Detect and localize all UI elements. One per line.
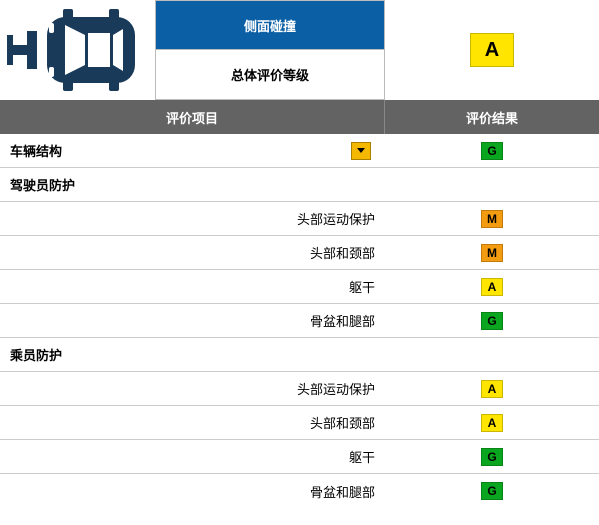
row-label: 骨盆和腿部: [0, 482, 385, 501]
column-header-row: 评价项目 评价结果: [0, 100, 599, 134]
row-label-text: 骨盆和腿部: [310, 311, 375, 330]
col-header-item: 评价项目: [0, 100, 385, 134]
section-row: 乘员防护: [0, 338, 599, 372]
row-result: M: [385, 244, 599, 262]
item-row: 头部运动保护 A: [0, 372, 599, 406]
row-label-text: 驾驶员防护: [10, 175, 75, 194]
section-row: 驾驶员防护: [0, 168, 599, 202]
expand-dropdown-icon[interactable]: [351, 142, 371, 160]
overall-grade-badge: A: [470, 33, 514, 67]
row-label: 驾驶员防护: [0, 175, 385, 194]
item-row: 躯干 A: [0, 270, 599, 304]
item-row: 头部和颈部 M: [0, 236, 599, 270]
row-label-text: 躯干: [349, 277, 375, 296]
grade-badge: G: [481, 448, 503, 466]
row-label-text: 躯干: [349, 447, 375, 466]
grade-badge: G: [481, 142, 503, 160]
header-panel: 侧面碰撞 总体评价等级 A: [0, 0, 599, 100]
grade-badge: G: [481, 482, 503, 500]
row-result: A: [385, 278, 599, 296]
header-labels: 侧面碰撞 总体评价等级: [155, 0, 385, 100]
row-result: M: [385, 210, 599, 228]
grade-badge: A: [481, 278, 503, 296]
row-result: G: [385, 448, 599, 466]
item-row: 车辆结构 G: [0, 134, 599, 168]
row-label: 躯干: [0, 447, 385, 466]
grade-badge: M: [481, 210, 503, 228]
row-label: 骨盆和腿部: [0, 311, 385, 330]
row-label-text: 头部运动保护: [297, 379, 375, 398]
results-table: 车辆结构G驾驶员防护头部运动保护M头部和颈部M躯干A骨盆和腿部G乘员防护头部运动…: [0, 134, 599, 508]
row-label: 头部运动保护: [0, 379, 385, 398]
grade-badge: A: [481, 414, 503, 432]
row-label-text: 骨盆和腿部: [310, 482, 375, 501]
crash-diagram: [0, 0, 155, 100]
row-label: 车辆结构: [0, 141, 385, 160]
row-label-text: 车辆结构: [10, 141, 62, 160]
row-label-text: 头部和颈部: [310, 243, 375, 262]
row-result: G: [385, 142, 599, 160]
row-label-text: 头部和颈部: [310, 413, 375, 432]
overall-grade-cell: A: [385, 0, 599, 100]
row-label: 乘员防护: [0, 345, 385, 364]
item-row: 骨盆和腿部 G: [0, 304, 599, 338]
row-result: A: [385, 414, 599, 432]
item-row: 躯干 G: [0, 440, 599, 474]
test-name: 侧面碰撞: [155, 0, 385, 50]
row-result: G: [385, 312, 599, 330]
row-result: A: [385, 380, 599, 398]
item-row: 头部运动保护 M: [0, 202, 599, 236]
row-label: 躯干: [0, 277, 385, 296]
col-header-result: 评价结果: [385, 100, 599, 134]
row-label: 头部运动保护: [0, 209, 385, 228]
row-label-text: 乘员防护: [10, 345, 62, 364]
overall-label: 总体评价等级: [155, 50, 385, 100]
row-result: G: [385, 482, 599, 500]
row-label-text: 头部运动保护: [297, 209, 375, 228]
item-row: 头部和颈部 A: [0, 406, 599, 440]
row-label: 头部和颈部: [0, 413, 385, 432]
grade-badge: A: [481, 380, 503, 398]
row-label: 头部和颈部: [0, 243, 385, 262]
grade-badge: M: [481, 244, 503, 262]
item-row: 骨盆和腿部 G: [0, 474, 599, 508]
grade-badge: G: [481, 312, 503, 330]
